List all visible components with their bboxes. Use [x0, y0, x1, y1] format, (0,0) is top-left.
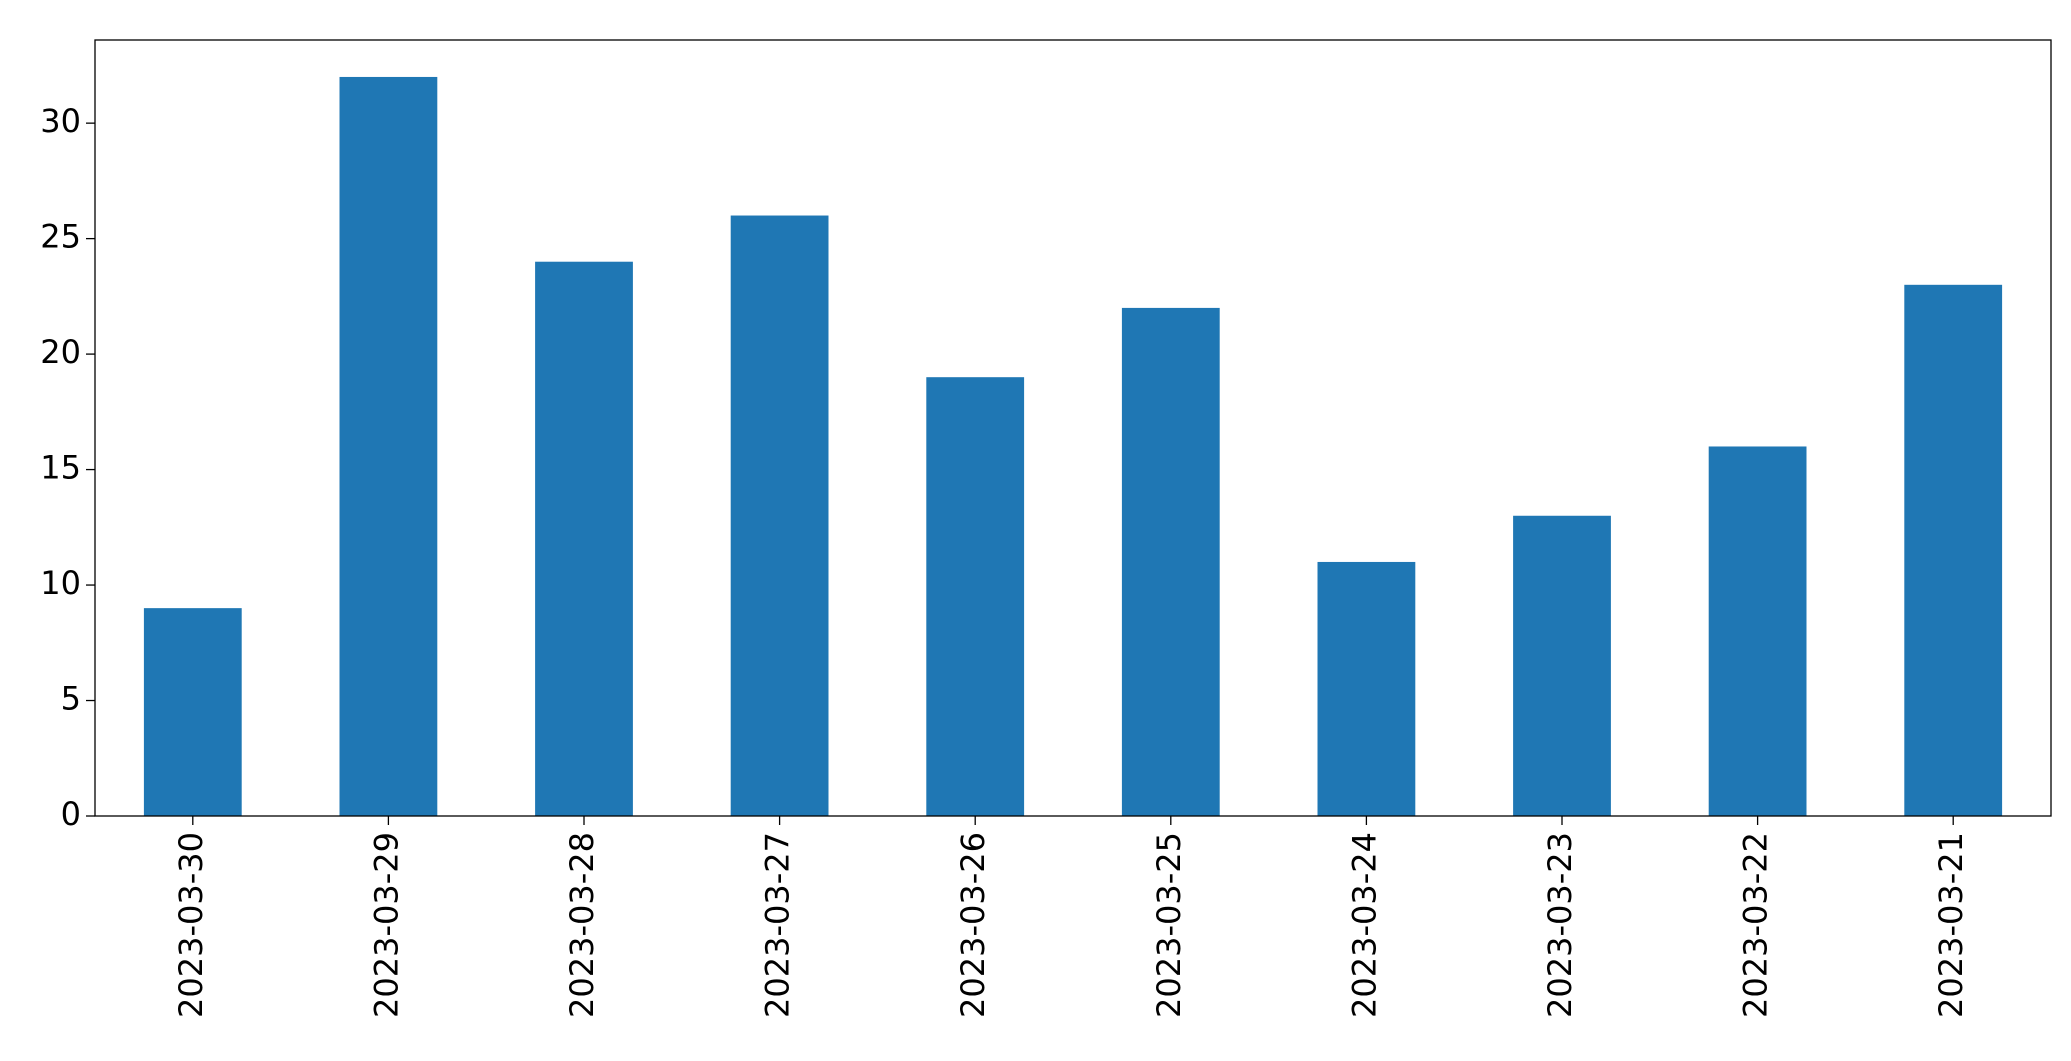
y-tick-label: 15 [40, 449, 81, 487]
x-tick-label: 2023-03-30 [172, 832, 210, 1018]
x-tick-label: 2023-03-27 [759, 832, 797, 1018]
bar [1513, 515, 1611, 816]
x-tick-label: 2023-03-24 [1345, 832, 1383, 1018]
bar [535, 261, 633, 816]
bar [1708, 446, 1807, 816]
x-tick-label: 2023-03-22 [1737, 832, 1775, 1018]
bar [730, 215, 829, 816]
x-tick-label: 2023-03-26 [954, 832, 992, 1018]
y-tick-label: 10 [40, 564, 81, 602]
bar [1317, 561, 1416, 816]
bar [143, 608, 242, 816]
bar [926, 377, 1025, 816]
x-tick-label: 2023-03-25 [1150, 832, 1188, 1018]
x-tick-label: 2023-03-21 [1932, 832, 1970, 1018]
bar [1904, 284, 2003, 816]
y-tick-label: 20 [40, 333, 81, 371]
bar [1121, 307, 1220, 816]
x-tick-label: 2023-03-23 [1541, 832, 1579, 1018]
y-tick-label: 25 [40, 218, 81, 256]
y-tick-label: 5 [61, 680, 81, 718]
y-tick-label: 30 [40, 102, 81, 140]
bar [339, 76, 438, 816]
x-tick-label: 2023-03-28 [563, 832, 601, 1018]
x-tick-label: 2023-03-29 [367, 832, 405, 1018]
y-tick-label: 0 [61, 795, 81, 833]
plot-frame [94, 39, 2052, 817]
